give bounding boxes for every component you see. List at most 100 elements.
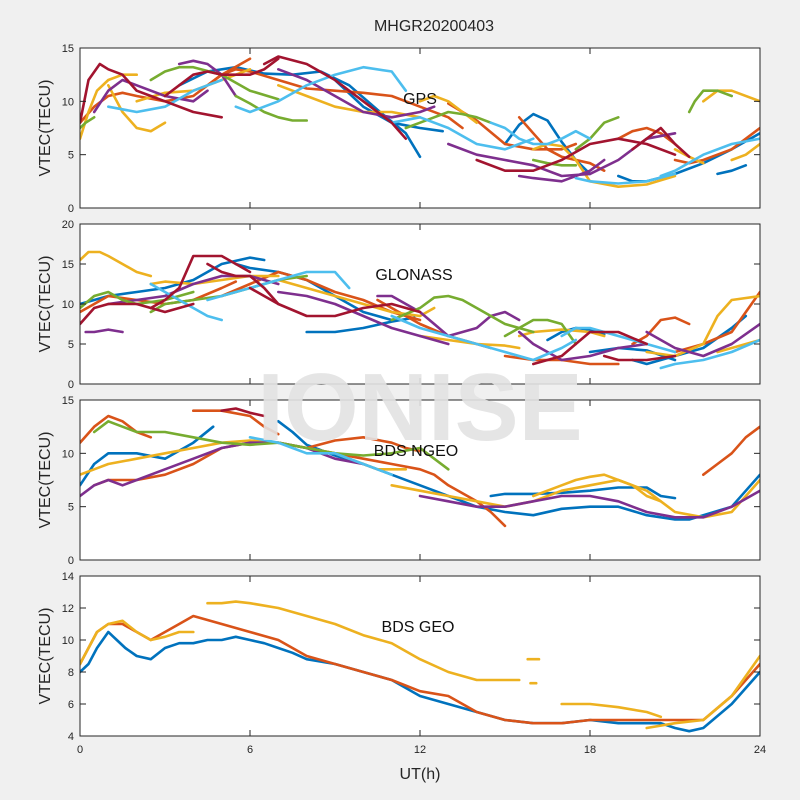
panels: 0 5 10 15 VTEC(TECU) GPS 0 5 10 15 20 VTEC(TECU) GLO… [37, 43, 766, 756]
series-line [80, 302, 195, 326]
series-line [305, 435, 422, 453]
series-line [673, 290, 760, 354]
series-line [631, 126, 691, 159]
x-tick-label: 6 [247, 744, 253, 756]
chart-title: MHGR20200403 [374, 18, 494, 35]
series-line [80, 630, 760, 733]
series-line [517, 330, 649, 362]
x-axis-label: UT(h) [400, 766, 441, 783]
panel-1: 0 5 10 15 20 VTEC(TECU) GLONASS [37, 219, 761, 391]
plot-area [80, 400, 760, 560]
panel-label: GLONASS [375, 267, 452, 284]
y-axis-label: VTEC(TECU) [37, 432, 54, 529]
series-line [276, 84, 422, 119]
y-tick-label: 0 [68, 379, 74, 391]
plot-area [80, 576, 760, 736]
series-line [574, 172, 677, 185]
panel-label: GPS [403, 91, 437, 108]
series-line [149, 282, 223, 322]
series-line [645, 322, 760, 358]
series-line [276, 419, 760, 521]
series-line [248, 435, 394, 477]
series-line [574, 116, 620, 151]
series-line [177, 59, 238, 98]
series-line [80, 73, 138, 140]
y-tick-label: 14 [62, 571, 74, 583]
series-line [645, 294, 760, 358]
series-line [489, 121, 592, 146]
series-line [220, 407, 266, 418]
series-line [276, 68, 436, 119]
series-line [80, 256, 266, 306]
series-line [517, 116, 606, 172]
y-axis-label: VTEC(TECU) [37, 256, 54, 353]
series-line [206, 600, 521, 682]
panel-label: BDS GEO [382, 619, 455, 636]
y-tick-label: 5 [68, 150, 74, 162]
y-tick-label: 15 [62, 395, 74, 407]
series-line [531, 473, 663, 503]
series-line [418, 489, 760, 519]
series-line [517, 328, 606, 338]
panel-2: 0 5 10 15 VTEC(TECU) BDS NGEO [37, 395, 761, 567]
series-line [517, 158, 606, 183]
series-line [390, 294, 535, 334]
series-line [616, 126, 677, 146]
series-line [531, 158, 578, 167]
x-tick-label: 0 [77, 744, 83, 756]
series-line [80, 619, 195, 666]
y-tick-label: 5 [68, 502, 74, 514]
y-tick-label: 5 [68, 339, 74, 351]
y-tick-label: 4 [68, 731, 74, 743]
series-line [730, 142, 760, 162]
series-line [276, 290, 450, 346]
series-line [248, 286, 422, 318]
series-line [206, 262, 280, 306]
series-line [107, 84, 167, 133]
series-line [390, 116, 535, 151]
y-tick-label: 15 [62, 43, 74, 55]
series-line [92, 78, 209, 114]
series-line [80, 250, 153, 278]
x-tick-label: 18 [584, 744, 596, 756]
x-tick-label: 12 [414, 744, 426, 756]
series-group [80, 55, 760, 188]
series-line [276, 278, 436, 318]
series-line [262, 55, 408, 140]
series-group [80, 600, 760, 733]
series-line [80, 62, 223, 124]
series-line [602, 354, 677, 362]
y-axis-label: VTEC(TECU) [37, 80, 54, 177]
series-line [531, 330, 649, 366]
series-line [503, 318, 578, 346]
series-line [659, 137, 760, 178]
y-tick-label: 10 [62, 96, 74, 108]
series-line [206, 270, 351, 302]
series-line [404, 110, 493, 130]
series-line [92, 419, 450, 471]
series-line [687, 89, 734, 114]
panel-0: 0 5 10 15 VTEC(TECU) GPS [37, 43, 761, 215]
watermark-text: IONISE [257, 354, 582, 461]
series-line [80, 116, 96, 130]
y-tick-label: 12 [62, 603, 74, 615]
series-line [149, 254, 252, 310]
series-line [645, 654, 760, 730]
series-line [716, 164, 748, 176]
series-line [631, 316, 691, 346]
y-tick-label: 10 [62, 635, 74, 647]
y-tick-label: 20 [62, 219, 74, 231]
series-line [149, 65, 280, 101]
series-line [701, 89, 760, 103]
series-line [84, 328, 124, 334]
series-line [560, 702, 663, 719]
series-line [489, 486, 677, 500]
series-line [390, 314, 578, 362]
y-axis-label: VTEC(TECU) [37, 608, 54, 705]
panel-3: 0 6 12 18 24 4 6 8 10 12 14 VTEC(TECU) BDS GEO [37, 571, 766, 756]
y-tick-label: 0 [68, 555, 74, 567]
y-tick-label: 8 [68, 667, 74, 679]
y-tick-label: 15 [62, 259, 74, 271]
series-group [80, 250, 760, 370]
